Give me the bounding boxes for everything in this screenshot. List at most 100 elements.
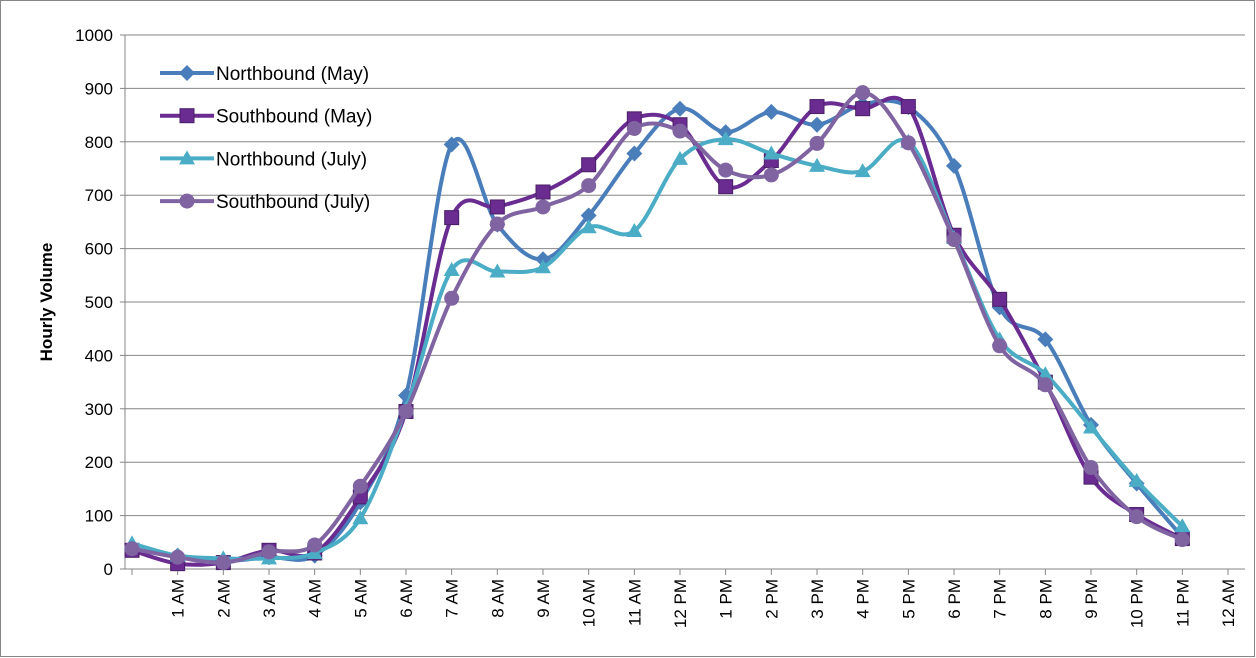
data-point: [626, 145, 643, 162]
data-point: [854, 163, 871, 178]
data-point: [261, 544, 277, 560]
y-axis-label: Hourly Volume: [37, 243, 56, 362]
data-point: [352, 510, 369, 525]
data-point: [535, 259, 551, 274]
data-point: [352, 478, 368, 494]
x-tick-label: 3 PM: [808, 579, 827, 619]
data-point: [1083, 419, 1099, 434]
y-tick-label: 100: [85, 507, 113, 526]
data-point: [489, 199, 505, 215]
data-point: [809, 135, 825, 151]
data-point: [855, 101, 871, 117]
data-point: [535, 199, 551, 215]
x-tick-label: 6 AM: [397, 579, 416, 618]
data-point: [992, 338, 1008, 354]
data-point: [1128, 472, 1145, 487]
legend-label: Northbound (May): [216, 64, 369, 85]
data-point: [170, 549, 186, 565]
data-point: [900, 135, 916, 151]
data-point: [581, 157, 597, 173]
x-tick-label: 1 AM: [169, 579, 188, 618]
x-tick-label: 11 AM: [625, 579, 644, 626]
y-tick-label: 300: [85, 400, 113, 419]
legend-marker: [179, 65, 195, 81]
x-tick-label: 12 PM: [671, 579, 690, 628]
data-point: [900, 99, 916, 115]
data-point: [672, 150, 688, 165]
data-point: [718, 179, 734, 195]
data-point: [1037, 377, 1053, 393]
data-point: [626, 222, 643, 237]
legend: Northbound (May) Southbound (May) Northbou…: [160, 64, 372, 213]
data-point: [398, 403, 414, 419]
y-tick-label: 400: [85, 346, 113, 365]
data-point: [580, 219, 597, 234]
x-tick-label: 8 PM: [1036, 579, 1055, 619]
data-point: [580, 207, 597, 224]
y-tick-label: 700: [85, 186, 113, 205]
x-tick-label: 1 PM: [717, 579, 736, 619]
data-point: [489, 263, 506, 278]
data-point: [626, 120, 642, 136]
x-tick-label: 8 AM: [488, 579, 507, 618]
y-tick-label: 600: [85, 240, 113, 259]
data-point: [215, 555, 231, 571]
data-point: [444, 290, 460, 306]
data-point: [489, 216, 505, 232]
data-point: [763, 145, 780, 160]
data-point: [717, 131, 734, 146]
data-point: [809, 116, 825, 133]
y-tick-label: 200: [85, 453, 113, 472]
data-point: [307, 537, 323, 553]
x-tick-label: 3 AM: [260, 579, 279, 618]
x-tick-label: 2 PM: [762, 579, 781, 619]
series: [124, 85, 1190, 571]
data-point: [763, 103, 780, 120]
x-tick-label: 12 AM: [1219, 579, 1238, 627]
y-tick-label: 900: [85, 79, 113, 98]
x-tick-label: 7 AM: [443, 579, 462, 618]
data-point: [444, 210, 460, 226]
x-tick-label: 11 PM: [1173, 579, 1192, 627]
data-point: [1037, 366, 1054, 381]
legend-label: Southbound (May): [216, 107, 372, 128]
data-point: [718, 162, 734, 178]
x-tick-label: 4 AM: [306, 579, 325, 618]
y-tick-label: 0: [104, 560, 113, 579]
y-tick-label: 800: [85, 133, 113, 152]
data-point: [1037, 331, 1054, 348]
data-point: [992, 291, 1008, 307]
data-point: [855, 85, 871, 101]
data-point: [1129, 509, 1145, 525]
data-point: [1083, 460, 1099, 476]
x-tick-label: 7 PM: [991, 579, 1010, 619]
legend-marker: [179, 108, 195, 124]
data-point: [809, 157, 825, 172]
x-tick-label: 10 AM: [580, 579, 599, 627]
data-point: [443, 136, 460, 153]
data-point: [763, 167, 779, 183]
data-point: [443, 261, 460, 276]
data-point: [946, 157, 962, 174]
data-point: [1174, 518, 1191, 533]
data-point: [672, 123, 688, 139]
y-tick-label: 500: [85, 293, 113, 312]
legend-label: Southbound (July): [216, 192, 370, 213]
x-tick-label: 5 PM: [899, 579, 918, 619]
x-tick-label: 6 PM: [945, 579, 964, 619]
legend-marker: [179, 193, 195, 209]
y-tick-label: 1000: [75, 26, 113, 45]
x-tick-label: 9 PM: [1082, 579, 1101, 619]
data-point: [1174, 532, 1190, 548]
x-tick-label: 9 AM: [534, 579, 553, 618]
data-point: [535, 184, 551, 200]
x-tick-label: 5 AM: [351, 579, 370, 618]
data-point: [581, 178, 597, 194]
data-point: [809, 99, 825, 115]
x-tick-label: 4 PM: [854, 579, 873, 619]
data-point: [124, 541, 140, 557]
legend-marker: [179, 150, 195, 165]
data-point: [946, 232, 962, 248]
